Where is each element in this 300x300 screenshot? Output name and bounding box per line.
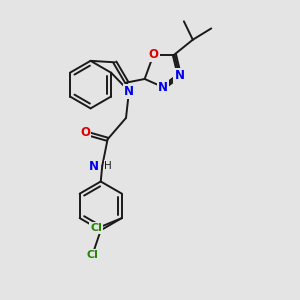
Text: H: H (104, 161, 112, 171)
Text: O: O (80, 126, 90, 139)
Text: N: N (124, 85, 134, 98)
Text: Cl: Cl (90, 223, 102, 233)
Text: N: N (89, 160, 99, 172)
Text: O: O (148, 48, 159, 61)
Text: N: N (158, 81, 168, 94)
Text: Cl: Cl (87, 250, 99, 260)
Text: N: N (174, 69, 184, 82)
